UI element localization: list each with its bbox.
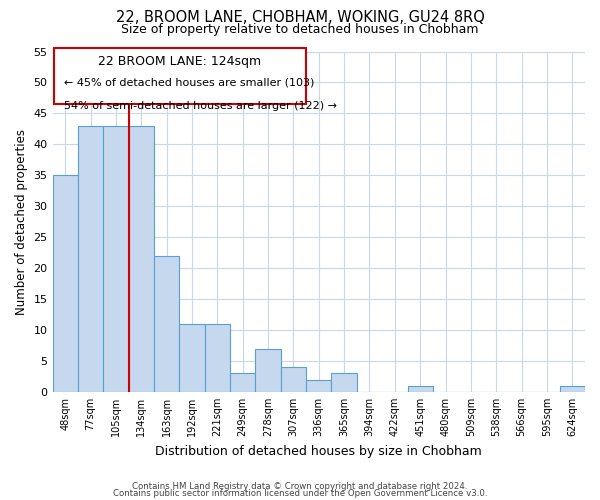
Bar — [407, 386, 433, 392]
Bar — [331, 374, 357, 392]
Bar — [256, 348, 281, 392]
Text: Size of property relative to detached houses in Chobham: Size of property relative to detached ho… — [121, 22, 479, 36]
Bar — [205, 324, 230, 392]
Bar — [179, 324, 205, 392]
Bar — [78, 126, 103, 392]
Y-axis label: Number of detached properties: Number of detached properties — [15, 128, 28, 314]
Text: 22 BROOM LANE: 124sqm: 22 BROOM LANE: 124sqm — [98, 55, 262, 68]
X-axis label: Distribution of detached houses by size in Chobham: Distribution of detached houses by size … — [155, 444, 482, 458]
Bar — [103, 126, 128, 392]
FancyBboxPatch shape — [54, 48, 306, 104]
Bar — [560, 386, 585, 392]
Text: ← 45% of detached houses are smaller (103): ← 45% of detached houses are smaller (10… — [64, 78, 315, 88]
Bar — [230, 374, 256, 392]
Bar — [128, 126, 154, 392]
Bar — [281, 367, 306, 392]
Text: Contains public sector information licensed under the Open Government Licence v3: Contains public sector information licen… — [113, 490, 487, 498]
Text: Contains HM Land Registry data © Crown copyright and database right 2024.: Contains HM Land Registry data © Crown c… — [132, 482, 468, 491]
Bar — [306, 380, 331, 392]
Text: 54% of semi-detached houses are larger (122) →: 54% of semi-detached houses are larger (… — [64, 101, 337, 111]
Text: 22, BROOM LANE, CHOBHAM, WOKING, GU24 8RQ: 22, BROOM LANE, CHOBHAM, WOKING, GU24 8R… — [116, 10, 484, 25]
Bar — [154, 256, 179, 392]
Bar — [53, 176, 78, 392]
